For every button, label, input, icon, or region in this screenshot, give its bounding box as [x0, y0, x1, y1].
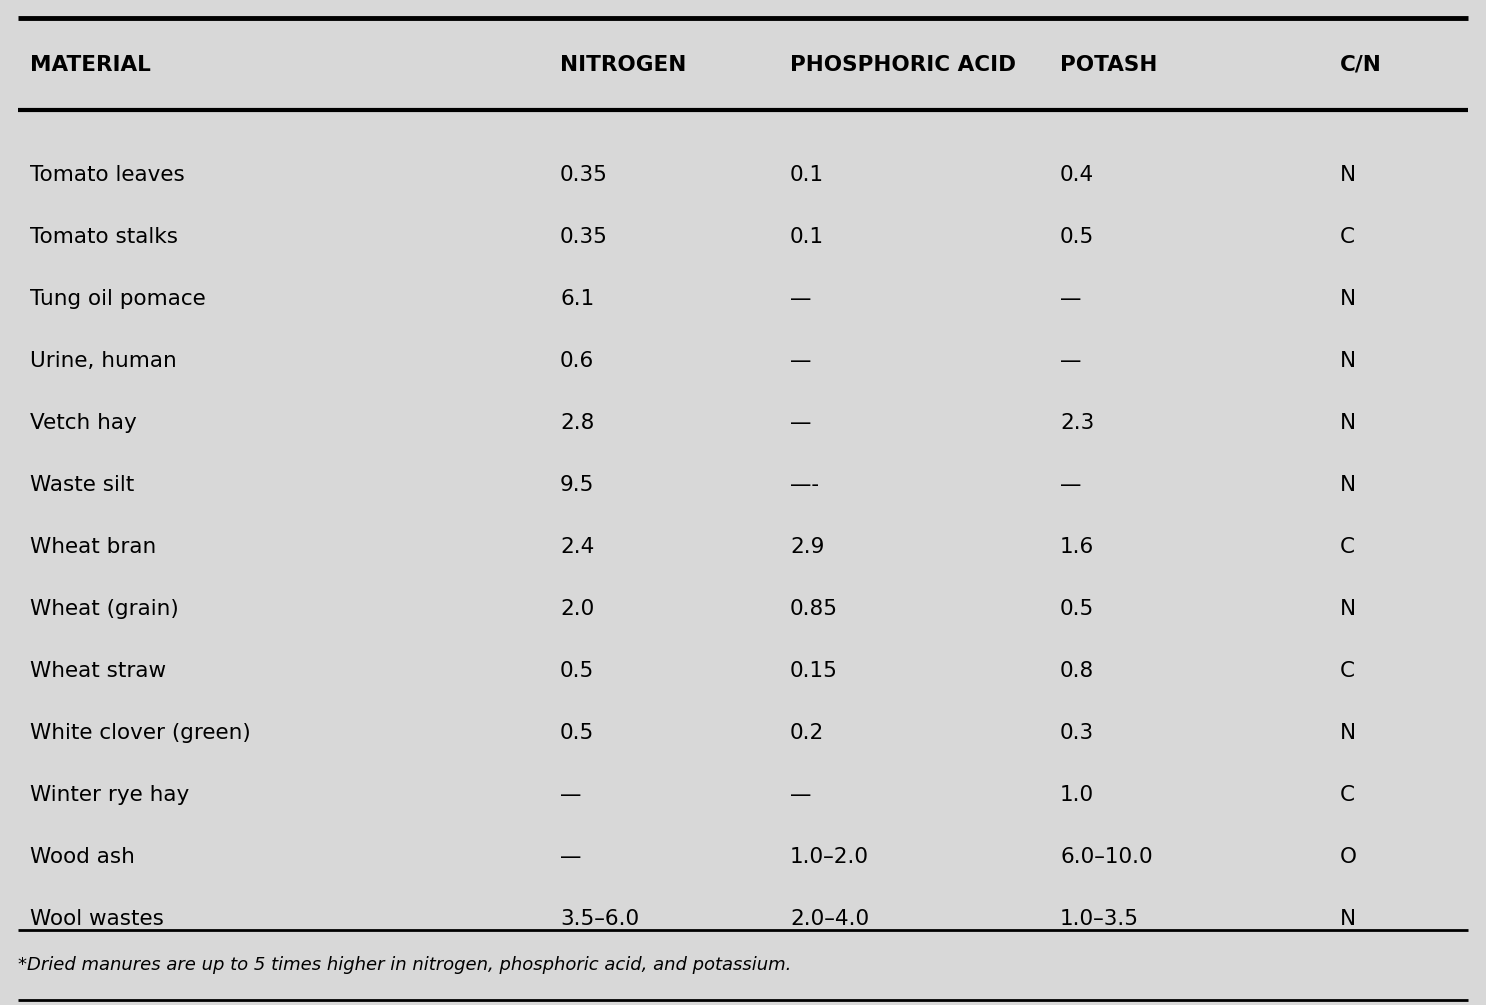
Text: Wheat bran: Wheat bran — [30, 537, 156, 557]
Text: 0.4: 0.4 — [1060, 165, 1094, 185]
Text: PHOSPHORIC ACID: PHOSPHORIC ACID — [791, 55, 1016, 75]
Text: —: — — [1060, 475, 1082, 495]
Text: —-: —- — [791, 475, 819, 495]
Text: —: — — [1060, 351, 1082, 371]
Text: N: N — [1340, 289, 1357, 309]
Text: 0.15: 0.15 — [791, 661, 838, 681]
Text: —: — — [791, 351, 811, 371]
Text: 9.5: 9.5 — [560, 475, 594, 495]
Text: 0.5: 0.5 — [560, 723, 594, 743]
Text: N: N — [1340, 599, 1357, 619]
Text: —: — — [791, 785, 811, 805]
Text: O: O — [1340, 847, 1357, 867]
Text: Tomato stalks: Tomato stalks — [30, 227, 178, 247]
Text: 2.8: 2.8 — [560, 413, 594, 433]
Text: MATERIAL: MATERIAL — [30, 55, 152, 75]
Text: Vetch hay: Vetch hay — [30, 413, 137, 433]
Text: N: N — [1340, 909, 1357, 929]
Text: N: N — [1340, 351, 1357, 371]
Text: 2.9: 2.9 — [791, 537, 825, 557]
Text: 0.6: 0.6 — [560, 351, 594, 371]
Text: —: — — [791, 289, 811, 309]
Text: Wheat (grain): Wheat (grain) — [30, 599, 178, 619]
Text: 0.8: 0.8 — [1060, 661, 1094, 681]
Text: Urine, human: Urine, human — [30, 351, 177, 371]
Text: N: N — [1340, 165, 1357, 185]
Text: —: — — [560, 785, 581, 805]
Text: 0.5: 0.5 — [1060, 599, 1094, 619]
Text: 0.1: 0.1 — [791, 165, 825, 185]
Text: 1.0–2.0: 1.0–2.0 — [791, 847, 869, 867]
Text: 6.0–10.0: 6.0–10.0 — [1060, 847, 1153, 867]
Text: —: — — [791, 413, 811, 433]
Text: 0.85: 0.85 — [791, 599, 838, 619]
Text: 2.4: 2.4 — [560, 537, 594, 557]
Text: C: C — [1340, 537, 1355, 557]
Text: 1.0–3.5: 1.0–3.5 — [1060, 909, 1138, 929]
Text: Wheat straw: Wheat straw — [30, 661, 166, 681]
Text: 6.1: 6.1 — [560, 289, 594, 309]
Text: Wool wastes: Wool wastes — [30, 909, 163, 929]
Text: —: — — [560, 847, 581, 867]
Text: POTASH: POTASH — [1060, 55, 1158, 75]
Text: N: N — [1340, 723, 1357, 743]
Text: 0.2: 0.2 — [791, 723, 825, 743]
Text: NITROGEN: NITROGEN — [560, 55, 687, 75]
Text: C/N: C/N — [1340, 55, 1382, 75]
Text: 0.5: 0.5 — [560, 661, 594, 681]
Text: 2.0: 2.0 — [560, 599, 594, 619]
Text: 0.35: 0.35 — [560, 227, 608, 247]
Text: 0.35: 0.35 — [560, 165, 608, 185]
Text: Wood ash: Wood ash — [30, 847, 135, 867]
Text: 1.6: 1.6 — [1060, 537, 1094, 557]
Text: C: C — [1340, 661, 1355, 681]
Text: —: — — [1060, 289, 1082, 309]
Text: *Dried manures are up to 5 times higher in nitrogen, phosphoric acid, and potass: *Dried manures are up to 5 times higher … — [18, 956, 792, 974]
Text: C: C — [1340, 785, 1355, 805]
Text: Tung oil pomace: Tung oil pomace — [30, 289, 205, 309]
Text: N: N — [1340, 413, 1357, 433]
Text: C: C — [1340, 227, 1355, 247]
Text: 2.3: 2.3 — [1060, 413, 1094, 433]
Text: N: N — [1340, 475, 1357, 495]
Text: 2.0–4.0: 2.0–4.0 — [791, 909, 869, 929]
Text: Winter rye hay: Winter rye hay — [30, 785, 189, 805]
Text: 3.5–6.0: 3.5–6.0 — [560, 909, 639, 929]
Text: 0.1: 0.1 — [791, 227, 825, 247]
Text: 1.0: 1.0 — [1060, 785, 1094, 805]
Text: Waste silt: Waste silt — [30, 475, 134, 495]
Text: 0.3: 0.3 — [1060, 723, 1094, 743]
Text: White clover (green): White clover (green) — [30, 723, 251, 743]
Text: 0.5: 0.5 — [1060, 227, 1094, 247]
Text: Tomato leaves: Tomato leaves — [30, 165, 184, 185]
